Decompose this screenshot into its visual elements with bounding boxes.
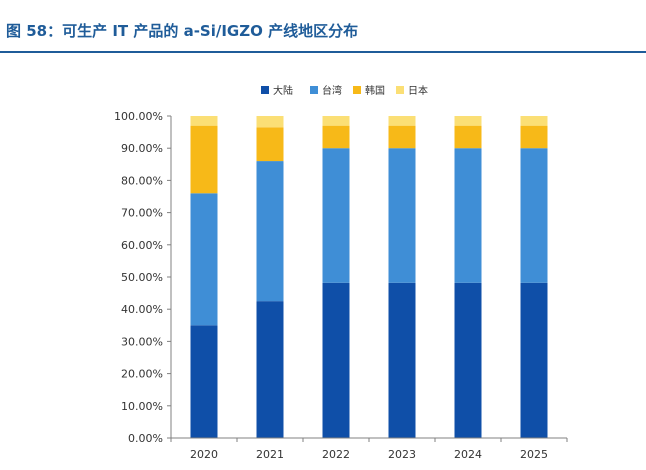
figure-title: 图 58：可生产 IT 产品的 a-Si/IGZO 产线地区分布 bbox=[6, 22, 359, 40]
bar-segment-2021-s3 bbox=[256, 116, 284, 128]
bar-segment-2021-s1 bbox=[256, 161, 284, 302]
y-tick-label: 0.00% bbox=[128, 432, 163, 445]
y-tick-label: 40.00% bbox=[121, 303, 163, 316]
bar-segment-2025-s3 bbox=[520, 116, 548, 126]
x-tick-label: 2022 bbox=[322, 448, 350, 461]
y-tick-label: 50.00% bbox=[121, 271, 163, 284]
title-divider bbox=[0, 51, 646, 53]
y-tick-label: 80.00% bbox=[121, 174, 163, 187]
y-tick-label: 100.00% bbox=[114, 110, 163, 123]
bar-segment-2020-s3 bbox=[190, 116, 218, 126]
y-axis: 0.00% 10.00% 20.00% 30.00% 40.00% 50.00% 60.00… bbox=[114, 110, 172, 445]
bar-segment-2025-s0 bbox=[520, 282, 548, 438]
bar-segment-2022-s2 bbox=[322, 125, 350, 149]
x-tick-label: 2023 bbox=[388, 448, 416, 461]
bar-segment-2025-s1 bbox=[520, 148, 548, 283]
bar-segment-2024-s1 bbox=[454, 148, 482, 283]
chart-legend: 大陆 台湾 韩国 日本 bbox=[261, 84, 428, 97]
y-tick-label: 70.00% bbox=[121, 207, 163, 220]
bar-segment-2023-s3 bbox=[388, 116, 416, 126]
legend-label-s3: 日本 bbox=[408, 84, 428, 97]
bar-segment-2023-s1 bbox=[388, 148, 416, 283]
bar-segment-2023-s0 bbox=[388, 282, 416, 438]
bar-segment-2024-s3 bbox=[454, 116, 482, 126]
bar-segment-2020-s0 bbox=[190, 325, 218, 438]
x-tick-label: 2020 bbox=[190, 448, 218, 461]
x-tick-label: 2025 bbox=[520, 448, 548, 461]
bar-segment-2024-s2 bbox=[454, 125, 482, 149]
legend-label-s2: 韩国 bbox=[365, 84, 385, 97]
x-tick-label: 2024 bbox=[454, 448, 482, 461]
y-tick-label: 30.00% bbox=[121, 335, 163, 348]
legend-label-s1: 台湾 bbox=[322, 84, 342, 97]
legend-swatch-s2 bbox=[353, 86, 361, 94]
bar-segment-2020-s2 bbox=[190, 125, 218, 194]
bar-segment-2022-s3 bbox=[322, 116, 350, 126]
y-tick-label: 10.00% bbox=[121, 400, 163, 413]
legend-label-s0: 大陆 bbox=[273, 84, 293, 97]
bars bbox=[190, 116, 548, 438]
y-tick-label: 60.00% bbox=[121, 239, 163, 252]
bar-segment-2021-s0 bbox=[256, 301, 284, 438]
legend-swatch-s0 bbox=[261, 86, 269, 94]
legend-swatch-s1 bbox=[310, 86, 318, 94]
bar-segment-2025-s2 bbox=[520, 125, 548, 149]
x-axis: 2020 2021 2022 2023 2024 2025 bbox=[170, 437, 568, 461]
bar-segment-2021-s2 bbox=[256, 127, 284, 162]
x-tick-label: 2021 bbox=[256, 448, 284, 461]
bar-segment-2022-s1 bbox=[322, 148, 350, 283]
legend-swatch-s3 bbox=[396, 86, 404, 94]
bar-segment-2022-s0 bbox=[322, 282, 350, 438]
y-tick-label: 20.00% bbox=[121, 368, 163, 381]
bar-segment-2024-s0 bbox=[454, 282, 482, 438]
bar-segment-2020-s1 bbox=[190, 193, 218, 326]
bar-segment-2023-s2 bbox=[388, 125, 416, 149]
y-tick-label: 90.00% bbox=[121, 142, 163, 155]
